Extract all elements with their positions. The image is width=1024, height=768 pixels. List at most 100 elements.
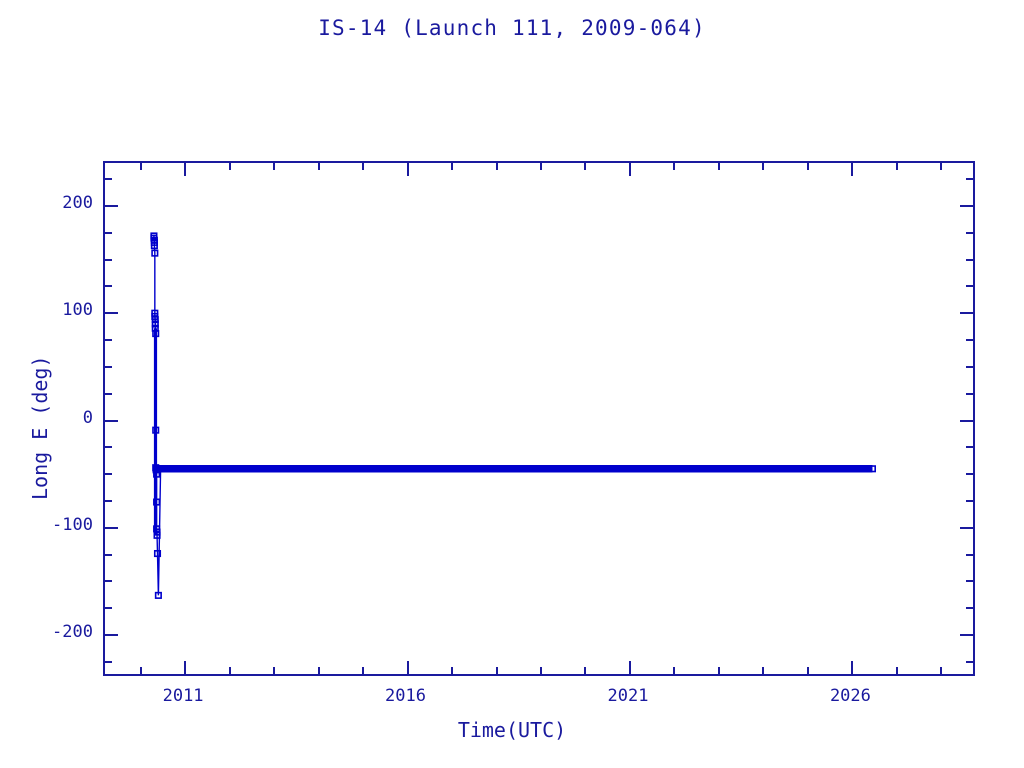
x-axis-tick-label: 2011: [162, 686, 204, 706]
y-axis-minor-tick-right: [966, 366, 973, 368]
y-axis-minor-tick: [105, 366, 112, 368]
x-axis-major-tick: [184, 661, 186, 674]
x-axis-tick-label: 2016: [385, 686, 426, 706]
y-axis-minor-tick-right: [966, 339, 973, 341]
x-axis-minor-tick: [229, 667, 231, 674]
x-axis-minor-tick-top: [762, 163, 764, 170]
series-marker: [151, 320, 159, 328]
x-axis-minor-tick-top: [140, 163, 142, 170]
y-axis-minor-tick-right: [966, 259, 973, 261]
y-axis-minor-tick-right: [966, 473, 973, 475]
x-axis-minor-tick: [362, 667, 364, 674]
x-axis-minor-tick-top: [318, 163, 320, 170]
x-axis-major-tick-top: [851, 163, 853, 176]
y-axis-minor-tick-right: [966, 661, 973, 663]
y-axis-major-tick: [105, 527, 118, 529]
y-axis-minor-tick: [105, 259, 112, 261]
y-axis-tick-label: 200: [62, 192, 93, 213]
x-axis-minor-tick-top: [273, 163, 275, 170]
series-marker: [151, 249, 159, 257]
y-axis-tick-label: -200: [52, 622, 93, 643]
x-axis-minor-tick: [807, 667, 809, 674]
plot-area: [105, 163, 973, 674]
x-axis-minor-tick: [896, 667, 898, 674]
y-axis-title: Long E (deg): [28, 355, 52, 501]
y-axis-minor-tick: [105, 473, 112, 475]
y-axis-minor-tick: [105, 580, 112, 582]
chart-title: IS-14 (Launch 111, 2009-064): [318, 16, 706, 40]
y-axis-minor-tick: [105, 285, 112, 287]
x-axis-minor-tick: [140, 667, 142, 674]
y-axis-minor-tick-right: [966, 178, 973, 180]
series-group: [150, 232, 877, 599]
y-axis-minor-tick: [105, 393, 112, 395]
y-axis-major-tick-right: [960, 634, 973, 636]
y-axis-minor-tick: [105, 661, 112, 663]
x-axis-tick-label: 2021: [607, 686, 649, 706]
x-axis-major-tick: [851, 661, 853, 674]
y-axis-minor-tick: [105, 607, 112, 609]
x-axis-minor-tick-top: [584, 163, 586, 170]
x-axis-minor-tick: [673, 667, 675, 674]
y-axis-minor-tick-right: [966, 285, 973, 287]
x-axis-minor-tick-top: [673, 163, 675, 170]
series-marker: [154, 591, 162, 599]
x-axis-minor-tick: [940, 667, 942, 674]
series-line: [153, 235, 873, 596]
x-axis-minor-tick-top: [496, 163, 498, 170]
x-axis-minor-tick-top: [940, 163, 942, 170]
y-axis-minor-tick-right: [966, 500, 973, 502]
x-axis-minor-tick-top: [718, 163, 720, 170]
y-axis-minor-tick-right: [966, 580, 973, 582]
x-axis-minor-tick: [318, 667, 320, 674]
y-axis-tick-label: 0: [82, 407, 93, 428]
y-axis-minor-tick-right: [966, 607, 973, 609]
x-axis-major-tick-top: [184, 163, 186, 176]
y-axis-minor-tick: [105, 446, 112, 448]
y-axis-minor-tick: [105, 339, 112, 341]
x-axis-title: Time(UTC): [457, 718, 567, 742]
y-axis-minor-tick-right: [966, 554, 973, 556]
x-axis-minor-tick: [273, 667, 275, 674]
y-axis-tick-label: 100: [62, 300, 93, 321]
x-axis-minor-tick: [496, 667, 498, 674]
x-axis-minor-tick-top: [807, 163, 809, 170]
x-axis-major-tick: [407, 661, 409, 674]
y-axis-major-tick: [105, 312, 118, 314]
series-marker: [151, 316, 159, 324]
y-axis-tick-label: -100: [52, 514, 93, 535]
x-axis-minor-tick-top: [362, 163, 364, 170]
x-axis-major-tick: [629, 661, 631, 674]
series-marker: [153, 549, 162, 558]
y-axis-minor-tick: [105, 554, 112, 556]
y-axis-minor-tick-right: [966, 446, 973, 448]
x-axis-major-tick-top: [629, 163, 631, 176]
y-axis-major-tick-right: [960, 312, 973, 314]
y-axis-major-tick: [105, 634, 118, 636]
plot-frame: [103, 161, 975, 676]
x-axis-minor-tick: [540, 667, 542, 674]
y-axis-minor-tick-right: [966, 232, 973, 234]
x-axis-minor-tick: [584, 667, 586, 674]
x-axis-minor-tick: [451, 667, 453, 674]
y-axis-minor-tick: [105, 178, 112, 180]
y-axis-major-tick-right: [960, 420, 973, 422]
y-axis-major-tick: [105, 420, 118, 422]
y-axis-major-tick-right: [960, 527, 973, 529]
x-axis-minor-tick-top: [896, 163, 898, 170]
x-axis-minor-tick: [718, 667, 720, 674]
data-series-layer: [150, 232, 877, 599]
x-axis-minor-tick-top: [451, 163, 453, 170]
x-axis-minor-tick: [762, 667, 764, 674]
x-axis-major-tick-top: [407, 163, 409, 176]
y-axis-minor-tick: [105, 232, 112, 234]
y-axis-minor-tick-right: [966, 393, 973, 395]
y-axis-minor-tick: [105, 500, 112, 502]
y-axis-major-tick-right: [960, 205, 973, 207]
x-axis-tick-label: 2026: [829, 686, 871, 706]
y-axis-major-tick: [105, 205, 118, 207]
x-axis-minor-tick-top: [540, 163, 542, 170]
x-axis-minor-tick-top: [229, 163, 231, 170]
series-marker: [150, 242, 158, 250]
